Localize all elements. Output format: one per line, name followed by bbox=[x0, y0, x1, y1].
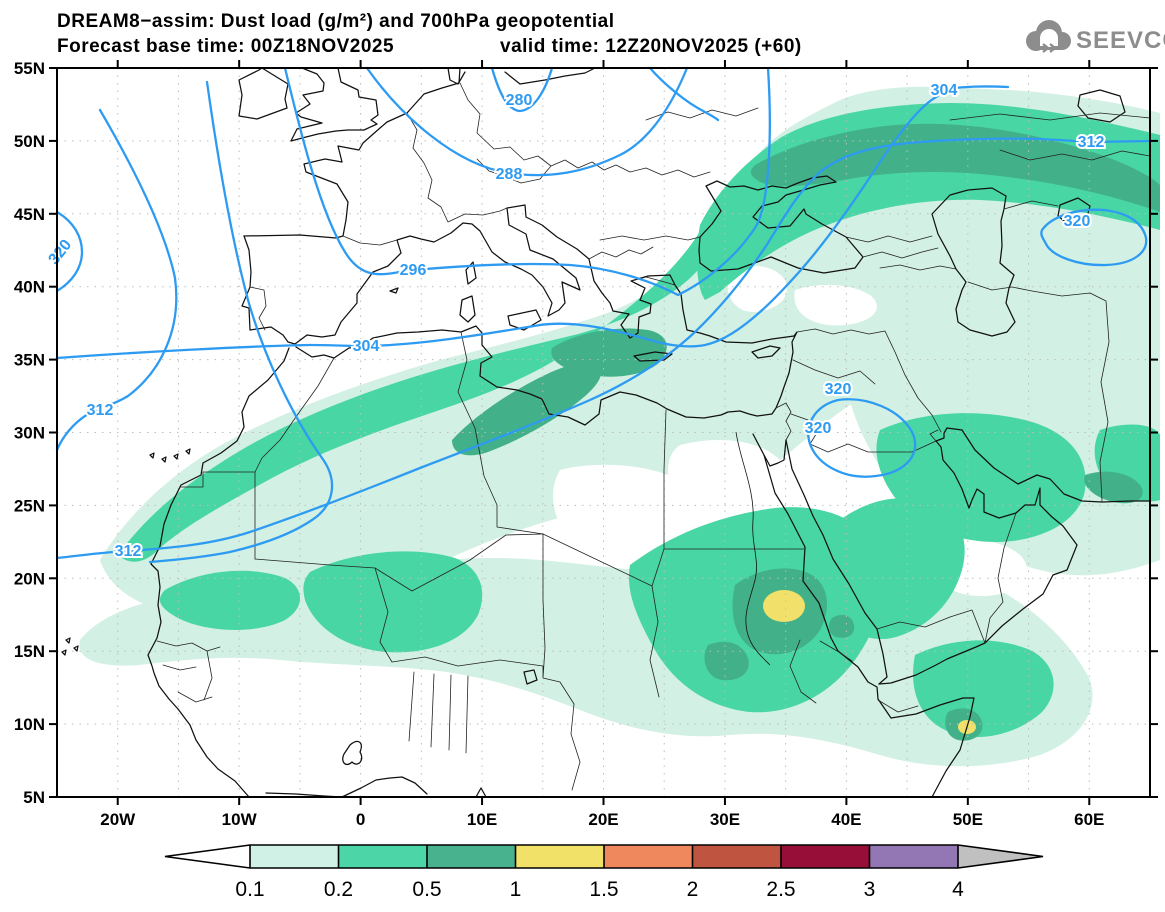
geopotential-label-320: 320 bbox=[45, 236, 75, 268]
lon-label: 10E bbox=[467, 810, 497, 829]
geopotential-label-312: 312 bbox=[1078, 134, 1105, 151]
lon-label: 0 bbox=[356, 810, 365, 829]
contour-312-west bbox=[55, 108, 178, 452]
contour-320-caspian bbox=[1040, 208, 1148, 267]
contour-312-atlantic bbox=[148, 80, 334, 564]
lat-label: 35N bbox=[14, 351, 45, 370]
geopotential-label-312: 312 bbox=[87, 402, 114, 419]
geopotential-label-320: 320 bbox=[1064, 213, 1091, 230]
axis-ticks: 55N 50N 45N 40N 35N 30N 25N 20N 15N 10N 5N 20W 10W 0 1… bbox=[14, 59, 1158, 829]
colorbar-arrow-right bbox=[958, 845, 1043, 868]
plot-title: DREAM8−assim: Dust load (g/m²) and 700hP… bbox=[57, 11, 615, 32]
lat-label: 5N bbox=[23, 788, 45, 807]
cloud-icon bbox=[1026, 20, 1071, 53]
colorbar-value-label: 2 bbox=[687, 878, 699, 901]
colorbar-segment-0.1 bbox=[250, 845, 339, 868]
lat-label: 15N bbox=[14, 642, 45, 661]
geopotential-contours bbox=[55, 66, 1152, 564]
lon-label: 20W bbox=[100, 810, 136, 829]
contour-288 bbox=[365, 66, 689, 177]
colorbar-segment-2 bbox=[692, 845, 781, 868]
country-borders bbox=[156, 82, 1151, 791]
contour-320-arabia bbox=[807, 398, 917, 478]
colorbar-value-label: 0.5 bbox=[412, 878, 441, 901]
forecast-base-time: Forecast base time: 00Z18NOV2025 bbox=[57, 36, 394, 57]
lat-label: 45N bbox=[14, 205, 45, 224]
contour-320-left bbox=[55, 210, 84, 293]
lat-label: 10N bbox=[14, 715, 45, 734]
lon-label: 40E bbox=[831, 810, 861, 829]
seevccc-logo: SEEVCCC bbox=[1026, 20, 1165, 54]
contour-304-ne bbox=[648, 66, 1010, 122]
colorbar-value-label: 2.5 bbox=[766, 878, 795, 901]
dust-load-colorbar: 0.1 0.2 0.5 1 1.5 2 2.5 3 4 bbox=[164, 844, 1044, 901]
geopotential-label-320: 320 bbox=[825, 381, 852, 398]
geopotential-label-288: 288 bbox=[496, 166, 523, 183]
colorbar-value-label: 1 bbox=[510, 878, 522, 901]
lat-label: 30N bbox=[14, 424, 45, 443]
coastlines bbox=[61, 67, 1151, 798]
colorbar-value-label: 0.1 bbox=[235, 878, 264, 901]
lon-label: 30E bbox=[710, 810, 740, 829]
geopotential-label-296: 296 bbox=[400, 262, 427, 279]
colorbar-segment-2.5 bbox=[781, 845, 870, 868]
lat-label: 50N bbox=[14, 132, 45, 151]
lat-label: 20N bbox=[14, 569, 45, 588]
geopotential-label-280: 280 bbox=[506, 92, 533, 109]
contour-312-main bbox=[55, 137, 1152, 560]
geopotential-label-304: 304 bbox=[353, 338, 380, 355]
lat-label: 55N bbox=[14, 59, 45, 78]
valid-time: valid time: 12Z20NOV2025 (+60) bbox=[500, 36, 802, 57]
colorbar-segment-0.2 bbox=[338, 845, 427, 868]
lon-label: 60E bbox=[1074, 810, 1104, 829]
colorbar-value-label: 0.2 bbox=[324, 878, 353, 901]
lat-label: 40N bbox=[14, 278, 45, 297]
colorbar-arrow-left bbox=[165, 845, 250, 868]
colorbar-value-label: 3 bbox=[864, 878, 876, 901]
logo-text: SEEVCCC bbox=[1076, 27, 1165, 54]
colorbar-value-label: 1.5 bbox=[589, 878, 618, 901]
geopotential-label-312: 312 bbox=[115, 543, 142, 560]
nile-river bbox=[735, 431, 771, 666]
geopotential-label-320: 320 bbox=[805, 420, 832, 437]
colorbar-segment-1.5 bbox=[604, 845, 693, 868]
colorbar-segment-3 bbox=[869, 845, 958, 868]
contour-280 bbox=[490, 66, 554, 113]
lon-label: 20E bbox=[588, 810, 618, 829]
colorbar-value-label: 4 bbox=[952, 878, 964, 901]
lon-label: 50E bbox=[953, 810, 983, 829]
lon-label: 10W bbox=[222, 810, 258, 829]
contour-296 bbox=[283, 66, 771, 297]
contour-304-west bbox=[55, 94, 940, 360]
lat-label: 25N bbox=[14, 496, 45, 515]
contour-labels: 280 288 296 304 304 312 312 312 320 320 320 320 bbox=[43, 80, 1106, 562]
geopotential-label-304: 304 bbox=[931, 82, 958, 99]
colorbar-segment-1 bbox=[515, 845, 604, 868]
dust-fill-dark bbox=[452, 123, 1160, 741]
colorbar-segment-0.5 bbox=[427, 845, 516, 868]
